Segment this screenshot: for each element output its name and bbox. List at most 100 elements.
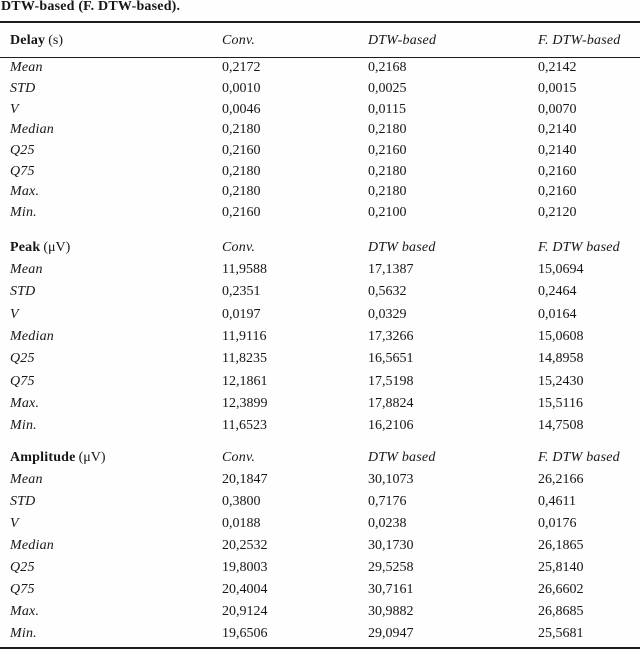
table-section-peak: Peak (μV) Conv. DTW based F. DTW based Mean 11… — [0, 237, 640, 437]
value-cell: 30,1730 — [368, 538, 414, 553]
section-unit: (μV) — [43, 240, 71, 255]
value-cell: 0,2180 — [368, 184, 407, 200]
value-cell: 16,5651 — [368, 351, 414, 367]
section-title: Peak — [10, 240, 41, 255]
value-cell: 0,0164 — [538, 306, 577, 322]
value-cell: 0,2180 — [222, 122, 261, 138]
value-cell: 0,2172 — [222, 60, 261, 76]
value-cell: 15,0608 — [538, 329, 584, 345]
value-cell: 11,6523 — [222, 418, 267, 434]
value-cell: 17,1387 — [368, 262, 414, 278]
table-row: V 0,0188 0,0238 0,0176 — [0, 513, 640, 535]
row-label: Mean — [10, 60, 43, 76]
table-row: STD 0,2351 0,5632 0,2464 — [0, 281, 640, 303]
value-cell: 0,2120 — [538, 205, 577, 221]
table-row: Min. 11,6523 16,2106 14,7508 — [0, 415, 640, 437]
value-cell: 15,2430 — [538, 373, 584, 389]
column-header: F. DTW based — [538, 450, 620, 465]
value-cell: 0,0238 — [368, 516, 407, 531]
section-unit: (s) — [48, 32, 63, 48]
value-cell: 0,2160 — [222, 143, 261, 159]
table-row: Median 0,2180 0,2180 0,2140 — [0, 120, 640, 141]
value-cell: 0,2142 — [538, 60, 577, 76]
row-label: Q25 — [10, 560, 35, 575]
row-label: Q25 — [10, 351, 35, 367]
value-cell: 0,2180 — [222, 184, 261, 200]
value-cell: 0,0046 — [222, 101, 261, 117]
table-row: V 0,0197 0,0329 0,0164 — [0, 304, 640, 326]
value-cell: 0,2180 — [368, 163, 407, 179]
row-label: Median — [10, 538, 54, 553]
column-header: Conv. — [222, 240, 256, 255]
section-unit: (μV) — [78, 450, 106, 465]
value-cell: 17,5198 — [368, 373, 414, 389]
value-cell: 0,3800 — [222, 494, 261, 509]
column-header: DTW based — [368, 240, 436, 255]
value-cell: 0,0197 — [222, 306, 261, 322]
row-label: Max. — [10, 604, 40, 619]
value-cell: 0,2168 — [368, 60, 407, 76]
value-cell: 15,0694 — [538, 262, 584, 278]
table-row: Max. 20,9124 30,9882 26,8685 — [0, 601, 640, 623]
row-label: Median — [10, 329, 54, 345]
section-header-row: Delay (s) Conv. DTW-based F. DTW-based — [0, 24, 640, 58]
row-label: Max. — [10, 395, 40, 411]
row-label: Q75 — [10, 373, 35, 389]
value-cell: 30,9882 — [368, 604, 414, 619]
value-cell: 11,8235 — [222, 351, 267, 367]
row-label: Q25 — [10, 143, 35, 159]
row-label: V — [10, 516, 19, 531]
value-cell: 0,2160 — [538, 184, 577, 200]
value-cell: 25,8140 — [538, 560, 584, 575]
table-row: Mean 11,9588 17,1387 15,0694 — [0, 259, 640, 281]
value-cell: 0,0010 — [222, 81, 261, 97]
column-header: F. DTW based — [538, 240, 620, 255]
column-header: DTW-based — [368, 32, 437, 48]
column-header: DTW based — [368, 450, 436, 465]
value-cell: 0,2180 — [222, 163, 261, 179]
value-cell: 0,2160 — [538, 163, 577, 179]
table-row: Q75 12,1861 17,5198 15,2430 — [0, 370, 640, 392]
value-cell: 20,9124 — [222, 604, 268, 619]
value-cell: 0,7176 — [368, 494, 407, 509]
value-cell: 0,0070 — [538, 101, 577, 117]
value-cell: 26,6602 — [538, 582, 584, 597]
value-cell: 0,2100 — [368, 205, 407, 221]
table-row: Mean 0,2172 0,2168 0,2142 — [0, 58, 640, 79]
value-cell: 0,2180 — [368, 122, 407, 138]
table-row: Median 11,9116 17,3266 15,0608 — [0, 326, 640, 348]
value-cell: 0,2140 — [538, 143, 577, 159]
table-row: Q75 0,2180 0,2180 0,2160 — [0, 161, 640, 182]
value-cell: 14,8958 — [538, 351, 584, 367]
value-cell: 11,9116 — [222, 329, 267, 345]
value-cell: 16,2106 — [368, 418, 414, 434]
value-cell: 0,2351 — [222, 284, 261, 300]
table-section-delay: Delay (s) Conv. DTW-based F. DTW-based Mean 0,… — [0, 24, 640, 224]
value-cell: 20,4004 — [222, 582, 268, 597]
section-header-row: Peak (μV) Conv. DTW based F. DTW based — [0, 237, 640, 259]
value-cell: 20,2532 — [222, 538, 268, 553]
value-cell: 0,4611 — [538, 494, 576, 509]
row-label: V — [10, 101, 19, 117]
value-cell: 26,1865 — [538, 538, 584, 553]
value-cell: 30,7161 — [368, 582, 414, 597]
table-row: Median 20,2532 30,1730 26,1865 — [0, 535, 640, 557]
row-label: Max. — [10, 184, 40, 200]
section-header-row: Amplitude (μV) Conv. DTW based F. DTW based — [0, 447, 640, 469]
value-cell: 12,3899 — [222, 395, 268, 411]
value-cell: 26,8685 — [538, 604, 584, 619]
column-header: Conv. — [222, 32, 256, 48]
table-row: Max. 0,2180 0,2180 0,2160 — [0, 182, 640, 203]
section-title-cell: Amplitude (μV) — [10, 451, 222, 465]
row-label: Min. — [10, 626, 37, 641]
table-row: STD 0,3800 0,7176 0,4611 — [0, 491, 640, 513]
section-title-cell: Peak (μV) — [10, 241, 222, 255]
value-cell: 0,2140 — [538, 122, 577, 138]
value-cell: 0,2160 — [222, 205, 261, 221]
row-label: V — [10, 306, 19, 322]
value-cell: 29,5258 — [368, 560, 414, 575]
row-label: Mean — [10, 472, 43, 487]
value-cell: 0,0025 — [368, 81, 407, 97]
table-top-rule — [0, 21, 640, 23]
